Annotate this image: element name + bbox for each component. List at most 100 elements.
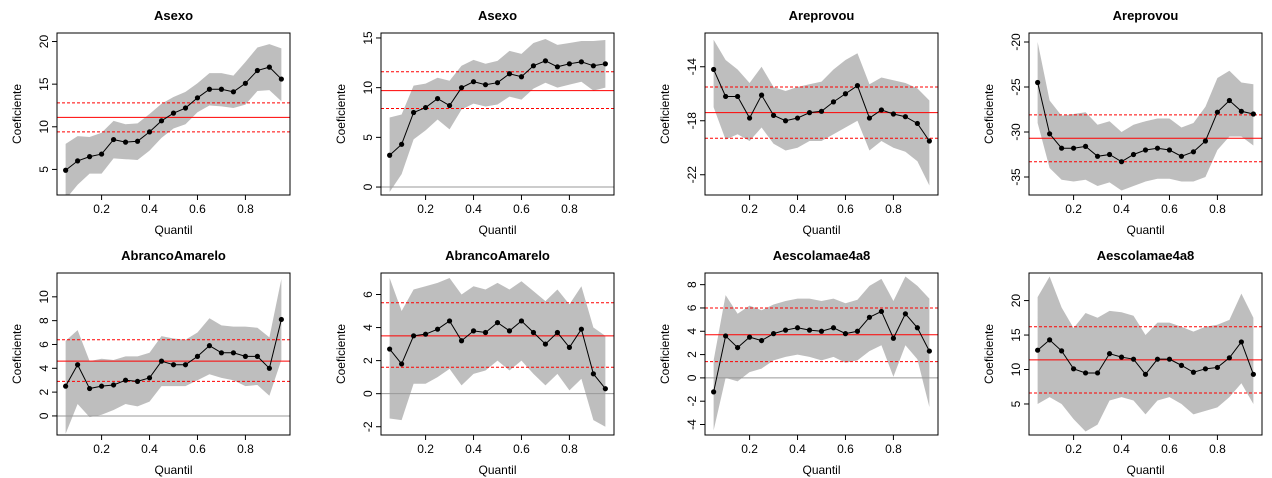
- coefficient-point: [134, 138, 141, 144]
- coefficient-point: [122, 139, 129, 145]
- x-tick-label: 0.6: [1161, 202, 1178, 216]
- x-axis-label: Quantil: [478, 223, 516, 237]
- coefficient-point: [1178, 362, 1185, 368]
- coefficient-point: [158, 358, 165, 364]
- coefficient-point: [1082, 370, 1089, 376]
- coefficient-point: [518, 74, 525, 80]
- coefficient-point: [422, 331, 429, 337]
- x-tick-label: 0.6: [513, 202, 530, 216]
- x-tick-label: 0.6: [513, 442, 530, 456]
- coefficient-point: [578, 326, 584, 332]
- coefficient-point: [1118, 354, 1125, 360]
- coefficient-point: [806, 110, 813, 116]
- coefficient-point: [902, 311, 908, 317]
- coefficient-point: [434, 326, 441, 332]
- coefficient-point: [1214, 109, 1221, 115]
- y-axis-label: Coeficiente: [10, 84, 24, 144]
- coefficient-point: [387, 152, 393, 158]
- coefficient-point: [254, 67, 260, 74]
- coefficient-point: [1166, 147, 1173, 153]
- coefficient-point: [110, 136, 117, 143]
- plot-frame: [380, 272, 615, 436]
- coefficient-point: [806, 327, 813, 333]
- coefficient-point: [230, 89, 237, 95]
- coefficient-point: [1070, 145, 1077, 151]
- y-tick-label: -18: [685, 112, 699, 130]
- coefficient-point: [878, 107, 885, 113]
- coefficient-point: [770, 112, 777, 118]
- coefficient-point: [782, 118, 789, 124]
- plot-area: [1029, 42, 1262, 191]
- y-tick-label: -35: [1009, 168, 1023, 186]
- x-tick-label: 0.8: [561, 202, 578, 216]
- panel: Asexo 0.2 0.4 0.6 0.8 5 10 15 20 Quantil Coeficien…: [10, 8, 291, 237]
- coefficient-point: [1035, 79, 1041, 86]
- coefficient-point: [746, 115, 753, 121]
- plot-area: [705, 276, 938, 431]
- coefficient-point: [494, 80, 501, 86]
- chart-title: Areprovou: [789, 8, 855, 23]
- plot-frame: [704, 272, 939, 436]
- coefficient-point: [446, 102, 453, 109]
- confidence-band: [65, 278, 282, 434]
- plot-frame: [1028, 32, 1263, 196]
- x-tick-label: 0.8: [885, 202, 902, 216]
- coefficient-point: [230, 350, 237, 356]
- coefficient-point: [1166, 356, 1173, 362]
- coefficient-point: [87, 154, 93, 160]
- coefficient-point: [1154, 356, 1161, 362]
- coefficient-point: [422, 104, 429, 111]
- coefficient-point: [590, 371, 596, 377]
- coefficient-point: [387, 346, 393, 352]
- y-tick-label: 6: [37, 341, 51, 348]
- coefficient-point: [482, 82, 489, 88]
- coefficient-point: [1142, 371, 1149, 377]
- y-tick-label: 20: [37, 35, 51, 49]
- coefficient-point: [758, 92, 765, 98]
- y-tick-label: 10: [1009, 363, 1023, 377]
- confidence-band: [1037, 42, 1254, 191]
- coefficient-point: [182, 105, 189, 111]
- coefficient-point: [914, 325, 920, 331]
- y-tick-label: -4: [685, 419, 699, 430]
- plot-area: [705, 39, 938, 186]
- y-tick-label: 6: [685, 304, 699, 311]
- coefficient-point: [1178, 153, 1185, 159]
- coefficient-point: [1238, 108, 1244, 114]
- confidence-band: [1037, 276, 1254, 432]
- coefficient-point: [1106, 151, 1113, 158]
- y-tick-label: 0: [361, 390, 375, 397]
- coefficient-point: [554, 329, 561, 336]
- coefficient-point: [1250, 371, 1256, 377]
- x-tick-label: 0.2: [741, 442, 758, 456]
- coefficient-point: [218, 86, 225, 92]
- panel: Areprovou 0.2 0.4 0.6 0.8 -22 -18 -14 Quantil Coe…: [658, 8, 939, 237]
- coefficient-point: [458, 338, 465, 344]
- chart-title: Aescolamae4a8: [773, 248, 871, 263]
- x-tick-label: 0.8: [237, 202, 254, 216]
- y-tick-label: 5: [361, 134, 375, 141]
- coefficient-point: [926, 138, 932, 144]
- y-tick-label: 0: [37, 412, 51, 419]
- coefficient-point: [782, 327, 789, 333]
- coefficient-point: [1154, 145, 1161, 151]
- plot-area: [1029, 276, 1262, 432]
- confidence-band: [389, 38, 606, 193]
- coefficient-point: [158, 118, 165, 124]
- confidence-band: [65, 44, 282, 195]
- coefficient-point: [842, 91, 849, 97]
- y-tick-label: -20: [1009, 33, 1023, 51]
- chart-title: Asexo: [154, 8, 193, 23]
- x-tick-label: 0.8: [1209, 202, 1226, 216]
- y-tick-label: 15: [37, 77, 51, 91]
- chart-title: Aescolamae4a8: [1097, 248, 1195, 263]
- y-tick-label: 5: [1009, 400, 1023, 407]
- plot-frame: [380, 32, 615, 196]
- y-tick-label: 5: [37, 166, 51, 173]
- coefficient-point: [914, 120, 920, 127]
- y-tick-label: -25: [1009, 78, 1023, 96]
- coefficient-point: [1094, 370, 1101, 376]
- coefficient-point: [1226, 97, 1232, 104]
- coefficient-point: [1190, 149, 1197, 155]
- coefficient-point: [518, 318, 525, 324]
